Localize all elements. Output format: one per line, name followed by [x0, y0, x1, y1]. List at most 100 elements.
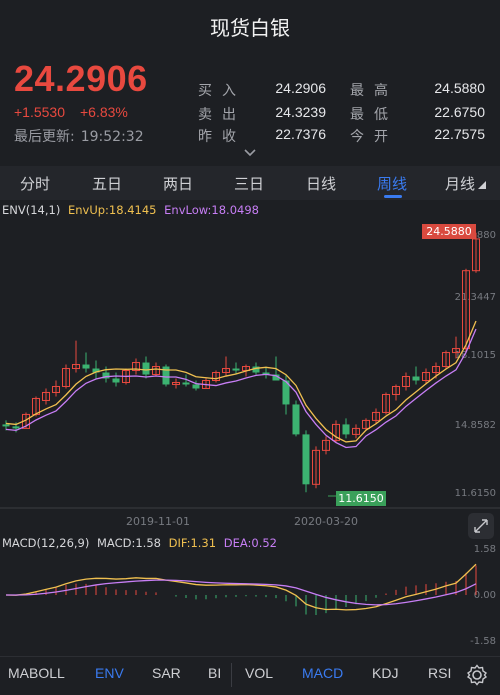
high-price-marker-label: 24.5880	[426, 225, 472, 238]
price-axis-2: 21.3447	[455, 292, 496, 303]
candle-body	[152, 366, 160, 376]
candle-body	[462, 270, 470, 350]
indicator-sar[interactable]: SAR	[152, 665, 181, 681]
indicator-env[interactable]: ENV	[95, 665, 124, 681]
candle-body	[282, 380, 290, 405]
indicator-rsi[interactable]: RSI	[428, 665, 452, 681]
date-label-2: 2020-03-20	[294, 515, 358, 528]
candle-body	[262, 372, 270, 375]
candle-body	[82, 364, 90, 369]
candle-body	[62, 368, 70, 387]
candle-body	[402, 376, 410, 387]
period-tabs: 分时 五日 两日 三日 日线 周线 月线	[0, 166, 500, 200]
candle-body	[312, 449, 320, 485]
macd-axis-zero: 0.00	[474, 590, 496, 601]
current-price: 24.2906	[14, 58, 148, 99]
expand-chevron-icon[interactable]	[243, 148, 257, 158]
indicator-kdj[interactable]: KDJ	[372, 665, 399, 681]
tab-monthly[interactable]: 月线	[445, 175, 476, 193]
candle-body	[72, 364, 80, 370]
candle-body	[382, 393, 390, 413]
prev-close-value: 22.7376	[275, 126, 326, 142]
candle-body	[302, 434, 310, 485]
price-axis-4: 14.8582	[455, 420, 496, 431]
tab-fenshi[interactable]: 分时	[20, 175, 51, 193]
active-tab-indicator	[384, 195, 402, 198]
candles-group	[2, 232, 480, 493]
candle-body	[332, 423, 340, 441]
candle-body	[92, 368, 100, 373]
expand-arrows-icon	[474, 519, 488, 533]
last-update-time: 19:52:32	[80, 129, 144, 145]
tab-daily[interactable]: 日线	[306, 175, 337, 193]
candle-body	[372, 411, 380, 421]
low-value: 22.6750	[434, 104, 485, 120]
candle-body	[222, 368, 230, 374]
price-change-percent: +6.83%	[80, 104, 128, 120]
candle-body	[172, 381, 180, 385]
macd-label: MACD(12,26,9)	[2, 536, 90, 550]
dif-line	[5, 563, 477, 611]
candle-body	[232, 368, 240, 371]
indicator-bar: MABOLL ENV SAR BI VOL MACD KDJ RSI	[0, 656, 500, 695]
tab-five-day[interactable]: 五日	[92, 175, 123, 193]
env-upper-line	[5, 320, 477, 443]
dif-value: DIF:1.31	[168, 536, 217, 550]
candle-body	[432, 366, 440, 374]
candle-body	[142, 362, 150, 375]
env-low-value: EnvLow:18.0498	[164, 203, 259, 217]
date-label-1: 2019-11-01	[126, 515, 190, 528]
candle-body	[292, 404, 300, 435]
macd-value: MACD:1.58	[97, 536, 161, 550]
candle-body	[252, 366, 260, 373]
high-label: 最高	[350, 83, 398, 99]
dea-value: DEA:0.52	[223, 536, 277, 550]
low-price-marker	[336, 491, 386, 506]
price-change: +1.5530	[14, 104, 65, 120]
ask-value: 24.3239	[275, 104, 326, 120]
env-legend: ENV(14,1) EnvUp:18.4145 EnvLow:18.0498	[2, 203, 259, 217]
high-price-marker	[422, 224, 476, 239]
bid-value: 24.2906	[275, 80, 326, 96]
bid-label: 买入	[198, 83, 246, 99]
price-axis-3: 18.1015	[455, 350, 496, 361]
dropdown-triangle-icon[interactable]	[478, 181, 486, 189]
candle-body	[342, 424, 350, 435]
candle-body	[42, 391, 50, 401]
candle-body	[392, 385, 400, 395]
candle-body	[182, 382, 190, 385]
prev-close-label: 昨收	[198, 129, 246, 145]
indicator-bi[interactable]: BI	[208, 665, 222, 681]
tab-three-day[interactable]: 三日	[234, 175, 265, 193]
candle-body	[452, 348, 460, 354]
candle-body	[132, 362, 140, 372]
last-update: 最后更新: 19:52:32	[14, 126, 144, 146]
indicator-vol[interactable]: VOL	[245, 665, 274, 681]
candle-body	[362, 419, 370, 429]
env-lower-line	[5, 328, 477, 449]
macd-histogram	[5, 563, 477, 615]
indicator-divider	[231, 663, 232, 687]
page-title: 现货白银	[210, 16, 290, 40]
indicator-maboll[interactable]: MABOLL	[8, 665, 65, 681]
tab-weekly[interactable]: 周线	[377, 175, 408, 193]
candle-body	[192, 384, 200, 389]
candle-body	[472, 238, 480, 272]
open-value: 22.7575	[434, 126, 485, 142]
candle-body	[2, 424, 10, 427]
tab-two-day[interactable]: 两日	[163, 175, 194, 193]
settings-gear-icon[interactable]	[466, 664, 488, 686]
candle-body	[422, 372, 430, 381]
macd-axis-bottom: -1.58	[470, 636, 496, 647]
last-update-label: 最后更新:	[14, 129, 75, 145]
candle-body	[212, 372, 220, 381]
candle-body	[52, 385, 60, 393]
env-up-value: EnvUp:18.4145	[67, 203, 157, 217]
env-lines	[5, 320, 477, 449]
candle-body	[12, 426, 20, 429]
low-label: 最低	[350, 107, 398, 123]
candle-body	[442, 352, 450, 368]
candle-body	[412, 376, 420, 381]
candlestick-chart[interactable]: 24.5880 21.3447 18.1015 14.8582 11.6150 …	[0, 200, 500, 656]
indicator-macd[interactable]: MACD	[302, 665, 344, 681]
